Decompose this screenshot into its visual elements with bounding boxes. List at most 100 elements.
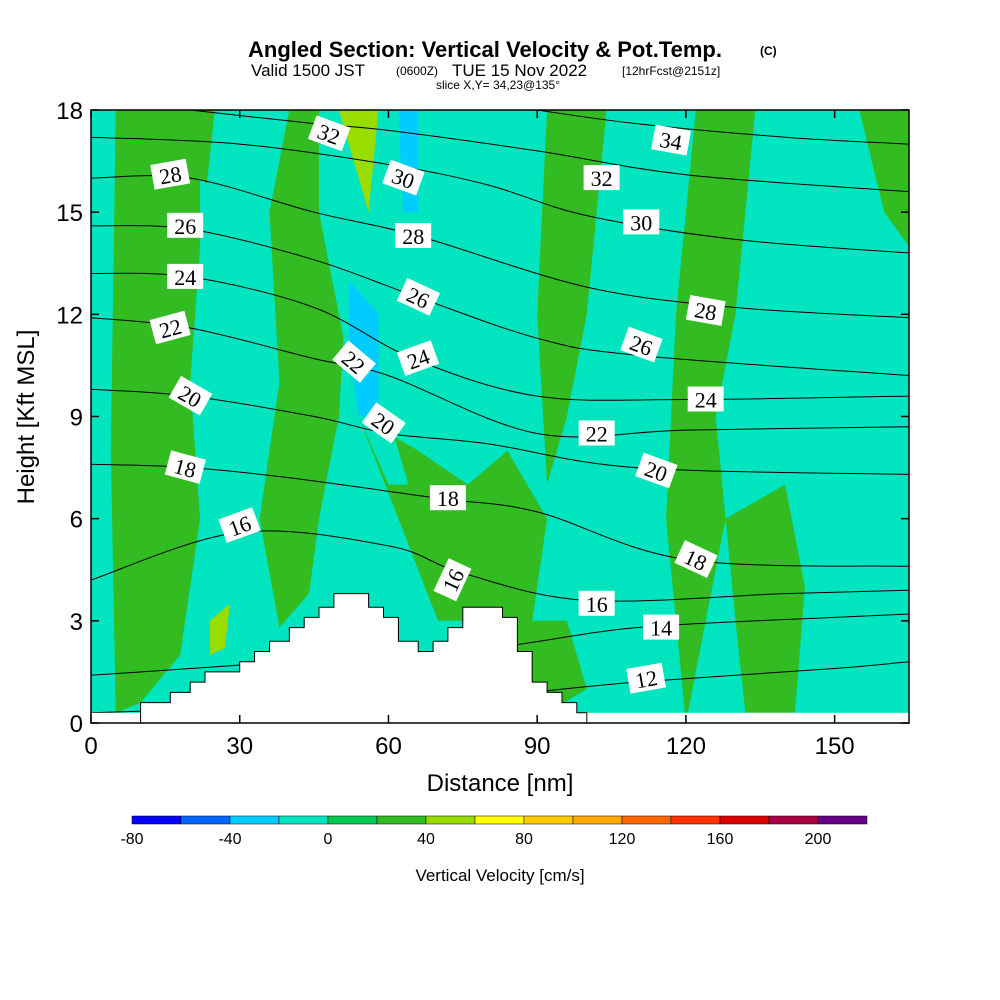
colorbar-tick-label: 40 [417, 831, 435, 848]
contour-label-bg [643, 614, 680, 640]
x-tick-label: 150 [815, 733, 855, 760]
y-tick-label: 6 [70, 507, 83, 534]
velocity-region-3 [537, 110, 607, 485]
contour-label-bg [433, 558, 472, 602]
contour-label-text: 18 [437, 486, 459, 511]
colorbar-tick-label: 160 [707, 831, 734, 848]
contour-label-bg [623, 209, 660, 235]
colorbar-swatch-8 [523, 815, 574, 825]
contour-label-text: 24 [695, 388, 717, 413]
colorbar-label: Vertical Velocity [cm/s] [415, 866, 584, 885]
colorbar-tick-label: -80 [120, 831, 143, 848]
contour-label-bg [164, 450, 206, 484]
chart-slice-text: slice X,Y= 34,23@135° [436, 78, 560, 92]
chart-subtitle-valid: Valid 1500 JST [251, 61, 365, 80]
colorbar-swatch-0 [131, 815, 182, 825]
colorbar-swatch-13 [768, 815, 819, 825]
contour-label-16: 34 [651, 124, 691, 156]
contour-label-bg [396, 340, 440, 377]
x-tick-label: 0 [84, 733, 97, 760]
contour-label-bg [307, 115, 351, 152]
velocity-region-10 [200, 178, 240, 451]
colorbar-swatch-6 [425, 815, 476, 825]
colorbar-tick-label: 80 [515, 831, 533, 848]
contour-label-bg [168, 375, 213, 416]
contour-label-bg [361, 402, 406, 444]
colorbar-swatch-3 [278, 815, 329, 825]
contour-label-bg [332, 340, 376, 383]
contour-label-text: 24 [174, 265, 196, 290]
velocity-region-5 [725, 484, 805, 713]
chart-subtitle-date: TUE 15 Nov 2022 [452, 61, 587, 80]
contour-label-bg [685, 294, 726, 326]
contour-label-bg [382, 159, 425, 196]
colorbar-tick-label: 120 [609, 831, 636, 848]
chart-title: Angled Section: Vertical Velocity & Pot.… [248, 37, 722, 62]
colorbar-swatch-14 [817, 815, 868, 825]
theta-line-34 [537, 110, 909, 145]
colorbar-swatch-10 [621, 815, 672, 825]
contour-label-text: 28 [157, 161, 183, 189]
velocity-region-9 [210, 603, 230, 655]
terrain-mask [140, 593, 588, 723]
x-tick-label: 60 [375, 733, 402, 760]
contour-label-bg [396, 277, 441, 316]
contour-label-bg [150, 158, 191, 190]
y-axis-label: Height [Kft MSL] [13, 330, 40, 505]
chart-subtitle-z: (0600Z) [396, 64, 438, 78]
contour-label-14: 16 [218, 507, 261, 543]
chart-subtitle-fcst: [12hrFcst@2151z] [622, 64, 720, 78]
contour-label-text: 26 [174, 214, 196, 239]
contour-label-bg [395, 223, 432, 248]
contour-label-text: 30 [630, 210, 652, 235]
colorbar-swatch-2 [229, 815, 280, 825]
contour-label-6: 26 [396, 277, 441, 316]
colorbar-tick-label: -40 [218, 831, 241, 848]
contour-label-bg [149, 310, 191, 345]
x-tick-label: 30 [226, 733, 253, 760]
colorbar-swatch-11 [670, 815, 721, 825]
velocity-region-8 [338, 110, 379, 213]
colorbar-tick-label: 200 [805, 831, 832, 848]
contour-label-bg [687, 386, 724, 412]
y-tick-label: 12 [56, 302, 83, 329]
contour-label-4: 28 [395, 223, 432, 249]
theta-line-28 [91, 175, 909, 319]
contour-label-12: 18 [164, 450, 206, 484]
theta-line-32 [190, 110, 909, 193]
contour-label-13: 18 [429, 485, 466, 511]
y-tick-label: 18 [56, 98, 83, 125]
contour-label-25: 16 [578, 590, 615, 617]
contour-label-bg [167, 212, 204, 238]
velocity-region-7 [859, 110, 909, 247]
y-tick-label: 0 [70, 711, 83, 738]
contour-label-text: 34 [658, 127, 684, 155]
colorbar-swatch-9 [572, 815, 623, 825]
contour-label-17: 32 [583, 165, 620, 191]
contour-label-19: 28 [685, 294, 726, 326]
contour-label-20: 26 [620, 326, 663, 363]
y-tick-label: 9 [70, 405, 83, 432]
contour-label-text: 28 [402, 224, 424, 249]
contour-label-bg [218, 507, 261, 543]
contour-label-21: 24 [687, 386, 724, 413]
y-axis-ticks: 0 3 6 9 12 15 18 [56, 98, 909, 738]
contour-label-text: 28 [693, 297, 719, 325]
theta-line-30 [91, 136, 909, 254]
contour-label-text: 22 [586, 422, 608, 447]
velocity-region-11 [319, 110, 409, 485]
velocity-region-4 [666, 110, 756, 723]
colorbar-swatch-7 [474, 815, 525, 825]
x-axis-label: Distance [nm] [427, 770, 574, 797]
contour-label-2: 28 [150, 158, 191, 190]
contour-label-bg [578, 420, 615, 446]
x-tick-label: 90 [524, 733, 551, 760]
colorbar-ticks: -80 -40 0 40 80 120 160 200 [120, 831, 831, 848]
y-tick-label: 15 [56, 200, 83, 227]
colorbar-swatch-1 [180, 815, 231, 825]
contour-label-bg [651, 124, 691, 156]
